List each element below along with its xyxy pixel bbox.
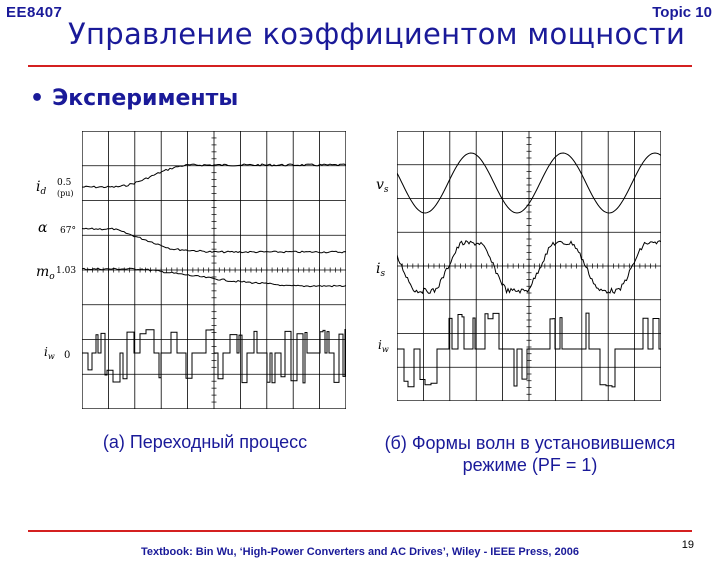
scope-grid [82, 131, 346, 409]
course-code: EE8407 [6, 4, 63, 21]
footer-citation: Textbook: Bin Wu, ‘High-Power Converters… [141, 546, 579, 558]
value-id: 0.5 [57, 178, 72, 188]
page-number: 19 [681, 539, 694, 551]
value-alpha: 67° [60, 226, 76, 236]
caption-transient: (а) Переходный процесс [102, 432, 308, 452]
value-mo: 1.03 [56, 266, 76, 276]
label-mo: mo [36, 264, 55, 282]
label-alpha: α [38, 220, 48, 236]
bottom-divider [28, 530, 692, 532]
trace-is [397, 239, 661, 295]
slide-title: Управление коэффициентом мощности [68, 17, 686, 51]
topic-label: Topic 10 [652, 4, 712, 21]
scope-grid [397, 131, 661, 401]
trace-iw [397, 312, 661, 388]
bullet-item: • Эксперименты [30, 86, 238, 111]
oscillogram-steady-state [397, 131, 661, 401]
caption-steady-state: (б) Формы волн в установившемся режиме (… [360, 432, 700, 476]
caption-line-1: (б) Формы волн в установившемся [384, 433, 676, 453]
bullet-dot: • [30, 86, 45, 111]
trace-id [82, 163, 346, 189]
label-vs: vs [376, 177, 389, 195]
trace-vs [397, 152, 661, 214]
caption-line-2: режиме (PF = 1) [462, 455, 598, 475]
label-is: is [376, 261, 385, 279]
transient-labels: id 0.5 (pu) α 67° mo 1.03 iw 0 [36, 178, 76, 361]
steady-state-labels: vs is iw [376, 177, 389, 354]
trace-alpha [82, 227, 346, 254]
bullet-text: Эксперименты [52, 86, 239, 111]
trace-mo [82, 267, 346, 288]
unit-id: (pu) [57, 189, 74, 198]
top-divider [28, 65, 692, 67]
label-iw-b: iw [378, 338, 389, 354]
oscillogram-transient [82, 131, 346, 409]
label-iw: iw [44, 345, 55, 361]
label-id: id [36, 179, 46, 197]
trace-iw [82, 329, 346, 384]
value-iw: 0 [64, 350, 70, 361]
